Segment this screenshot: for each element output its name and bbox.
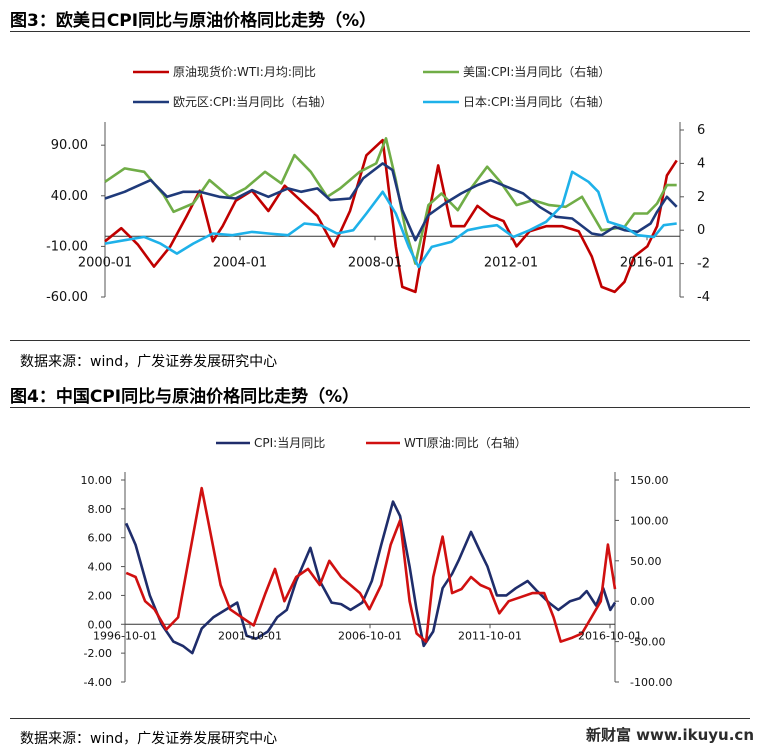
right-tick-label: -4: [697, 290, 710, 305]
chart4-series-group: [125, 486, 617, 655]
legend-label-4: 日本:CPI:当月同比（右轴）: [463, 94, 610, 109]
x-tick-label: 2016-10-01: [578, 629, 642, 642]
left-tick-label: 40.00: [51, 189, 88, 204]
left-tick-label: 8.00: [88, 503, 113, 516]
series-line-1: [125, 500, 617, 655]
left-tick-label: 4.00: [88, 561, 113, 574]
x-tick-label: 2000-01: [78, 255, 132, 270]
left-tick-label: 90.00: [51, 138, 88, 153]
legend-label-2: WTI原油:同比（右轴）: [404, 435, 527, 450]
legend-label-1: CPI:当月同比: [254, 436, 325, 450]
left-tick-label: -60.00: [46, 290, 88, 305]
chart3-axes: [101, 122, 684, 298]
series-line-2: [104, 137, 677, 265]
figure3-title-rule: [10, 31, 750, 32]
right-tick-label: 0.00: [630, 595, 655, 608]
chart3-legend: 原油现货价:WTI:月均:同比 美国:CPI:当月同比（右轴） 欧元区:CPI:当月…: [133, 64, 610, 109]
figure4-title-rule: [10, 407, 750, 408]
legend-label-1: 原油现货价:WTI:月均:同比: [173, 64, 316, 79]
chart3-tick-labels: 90.00 40.00 -10.00 -60.00 6 4 2 0 -2 -4 2000-01 200…: [46, 123, 710, 305]
x-tick-label: 2006-10-01: [338, 629, 402, 642]
right-tick-label: -50.00: [630, 636, 665, 649]
figure3-source: 数据来源：wind，广发证券发展研究中心: [20, 354, 278, 370]
left-tick-label: 10.00: [81, 474, 113, 487]
chart4-tick-labels: 10.00 8.00 6.00 4.00 2.00 0.00 -2.00 -4.00 150.0…: [81, 474, 673, 689]
chart-figure3: 原油现货价:WTI:月均:同比 美国:CPI:当月同比（右轴） 欧元区:CPI:当月…: [46, 64, 710, 305]
series-line-3: [104, 162, 678, 242]
x-tick-label: 2004-01: [213, 255, 267, 270]
left-tick-label: -10.00: [46, 239, 88, 254]
left-tick-label: -4.00: [84, 676, 112, 689]
legend-label-2: 美国:CPI:当月同比（右轴）: [463, 64, 610, 79]
left-tick-label: 0.00: [88, 618, 113, 631]
right-tick-label: 6: [697, 123, 705, 138]
series-line-1: [104, 138, 678, 294]
right-tick-label: 2: [697, 190, 705, 205]
x-tick-label: 2012-01: [484, 255, 538, 270]
left-tick-label: -2.00: [84, 647, 112, 660]
series-line-2: [125, 486, 617, 643]
right-tick-label: 150.00: [630, 474, 669, 487]
right-tick-label: -100.00: [630, 676, 672, 689]
figure3-title: 图3：欧美日CPI同比与原油价格同比走势（%）: [10, 11, 377, 31]
chart-figure4: CPI:当月同比 WTI原油:同比（右轴） 10.00 8.00 6.00 4.00 2.…: [81, 435, 673, 689]
x-tick-label: 2008-01: [348, 255, 402, 270]
chart4-axes: [121, 472, 619, 683]
series-line-4: [104, 170, 677, 269]
x-tick-label: 2011-10-01: [458, 629, 522, 642]
legend-label-3: 欧元区:CPI:当月同比（右轴）: [173, 94, 332, 109]
chart3-series-group: [104, 137, 678, 294]
right-tick-label: 0: [697, 223, 705, 238]
watermark-text: 新财富 www.ikuyu.cn: [585, 726, 754, 744]
x-tick-label: 1996-10-01: [93, 629, 157, 642]
figure3-bottom-rule: [10, 340, 750, 341]
figure4-bottom-rule: [10, 718, 750, 719]
x-tick-label: 2016-01: [620, 255, 674, 270]
left-tick-label: 6.00: [88, 532, 113, 545]
right-tick-label: -2: [697, 257, 710, 272]
left-tick-label: 2.00: [88, 589, 113, 602]
right-tick-label: 50.00: [630, 555, 662, 568]
right-tick-label: 4: [697, 156, 705, 171]
chart4-legend: CPI:当月同比 WTI原油:同比（右轴）: [216, 435, 527, 450]
figure4-source: 数据来源：wind，广发证券发展研究中心: [20, 731, 278, 747]
right-tick-label: 100.00: [630, 514, 669, 527]
x-tick-label: 2001-10-01: [218, 629, 282, 642]
figure4-title: 图4：中国CPI同比与原油价格同比走势（%）: [10, 387, 360, 407]
